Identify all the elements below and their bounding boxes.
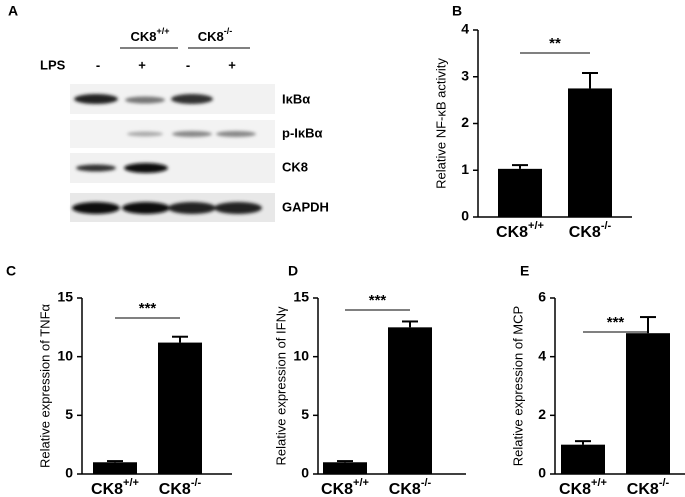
y-tick-label: 4 [461, 21, 469, 37]
significance: *** [139, 300, 157, 317]
category-sup: +/+ [528, 220, 544, 232]
y-axis-label: Relative NF-κB activity [433, 58, 448, 189]
panel-label: E [520, 263, 529, 279]
y-tick-label: 5 [65, 406, 73, 422]
x-tick-label: CK8-/- [159, 477, 202, 497]
y-tick-label: 15 [293, 289, 309, 305]
y-tick-label: 10 [57, 347, 73, 363]
group-label: CK8+/+ [130, 26, 169, 44]
row-label: GAPDH [282, 199, 329, 214]
category-sup: +/+ [591, 477, 607, 489]
lane-label: + [228, 57, 236, 72]
panel-label: C [6, 263, 16, 279]
significance: ** [549, 35, 561, 52]
y-tick-label: 0 [65, 465, 73, 481]
group-label: CK8-/- [198, 26, 233, 44]
bar [93, 462, 137, 474]
x-tick-label: CK8-/- [389, 477, 432, 497]
x-tick-label: CK8-/- [569, 220, 612, 241]
category-name: CK8 [627, 481, 659, 497]
y-tick-label: 0 [301, 465, 309, 481]
bar [323, 462, 367, 474]
category-sup: -/- [601, 220, 612, 232]
category-name: CK8 [159, 481, 191, 497]
category-name: CK8 [559, 481, 591, 497]
y-axis-label: Relative expression of TNFα [37, 303, 52, 468]
category-name: CK8 [496, 224, 528, 241]
category-name: CK8 [91, 481, 123, 497]
x-tick-label: CK8-/- [627, 477, 670, 497]
bar [388, 327, 432, 474]
category-sup: -/- [191, 477, 202, 489]
significance: *** [369, 292, 387, 309]
y-tick-label: 15 [57, 289, 73, 305]
y-tick-label: 3 [461, 67, 469, 83]
y-tick-label: 10 [293, 347, 309, 363]
y-tick-label: 4 [538, 347, 546, 363]
lane-label: + [138, 57, 146, 72]
category-sup: +/+ [123, 477, 139, 489]
bar [561, 444, 605, 474]
y-axis-label: Relative expression of IFNγ [273, 306, 288, 465]
category-name: CK8 [569, 224, 601, 241]
y-tick-label: 0 [538, 465, 546, 481]
panel-label: A [8, 3, 18, 19]
lane-label: - [186, 57, 190, 72]
category-name: CK8 [389, 481, 421, 497]
row-label: CK8 [282, 159, 308, 174]
y-axis-label: Relative expression of MCP [510, 306, 525, 466]
lane-label: - [96, 57, 100, 72]
row-label: p-IκBα [282, 125, 323, 140]
x-tick-label: CK8+/+ [559, 477, 607, 497]
row-label: IκBα [282, 91, 310, 106]
treatment-label: LPS [40, 57, 66, 72]
bar [498, 168, 542, 217]
y-tick-label: 5 [301, 406, 309, 422]
y-tick-label: 0 [461, 208, 469, 224]
category-sup: -/- [659, 477, 670, 489]
x-tick-label: CK8+/+ [496, 220, 544, 241]
category-sup: -/- [421, 477, 432, 489]
y-tick-label: 6 [538, 289, 546, 305]
panel-label: D [288, 263, 298, 279]
bar [626, 333, 670, 474]
y-tick-label: 1 [461, 161, 469, 177]
y-tick-label: 2 [461, 114, 469, 130]
y-tick-label: 2 [538, 406, 546, 422]
bar [568, 88, 612, 217]
western-blot: A CK8+/+ CK8-/- LPS - + - + IκBα p-IκBα [8, 3, 329, 222]
panel-label: B [452, 3, 462, 19]
category-sup: +/+ [353, 477, 369, 489]
significance: *** [607, 314, 625, 331]
category-name: CK8 [321, 481, 353, 497]
x-tick-label: CK8+/+ [321, 477, 369, 497]
bands [72, 94, 262, 214]
x-tick-label: CK8+/+ [91, 477, 139, 497]
bar [158, 342, 202, 474]
